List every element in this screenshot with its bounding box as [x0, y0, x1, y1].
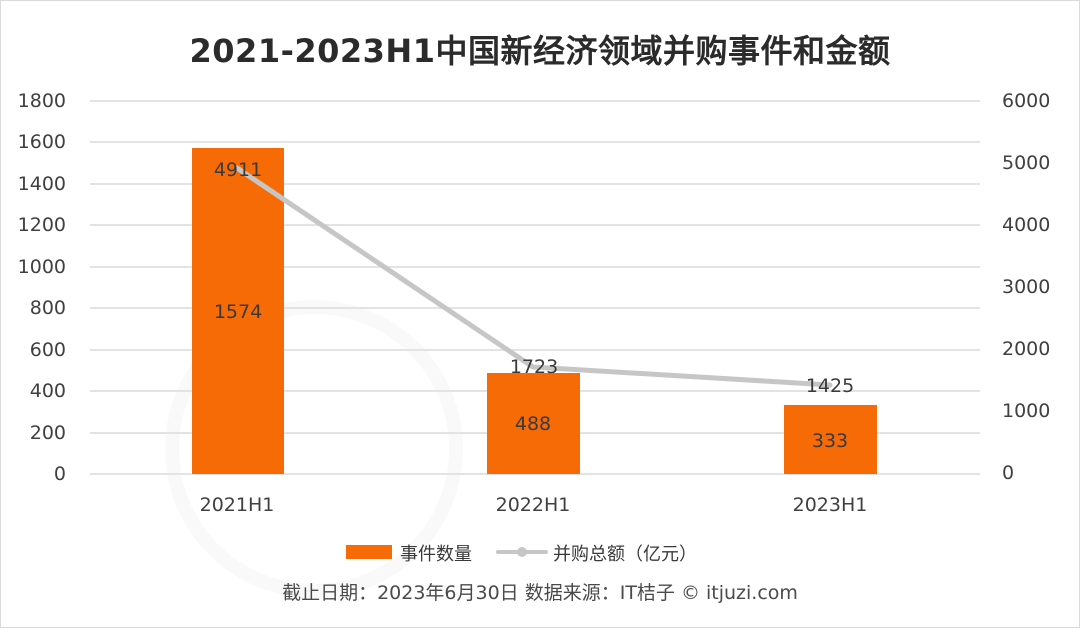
bar-value-label: 333 [811, 430, 849, 452]
left-axis-tick: 1000 [17, 256, 66, 278]
bar-2021h1 [192, 148, 284, 474]
gridline [90, 141, 980, 143]
chart-legend: 事件数量 并购总额（亿元） [0, 540, 1080, 565]
legend-line-label: 并购总额（亿元） [553, 544, 697, 565]
left-axis-tick: 1600 [17, 131, 66, 153]
x-axis-category: 2021H1 [199, 494, 275, 516]
left-axis-tick: 0 [53, 463, 66, 485]
right-axis-tick: 2000 [1002, 338, 1051, 360]
gridline [90, 183, 980, 185]
line-value-label: 1723 [509, 356, 559, 378]
legend-bar-swatch-icon [346, 545, 392, 559]
right-axis-tick: 0 [1002, 462, 1015, 484]
gridline [90, 349, 980, 351]
bar-2023h1 [784, 405, 877, 474]
chart-title: 2021-2023H1中国新经济领域并购事件和金额 [189, 32, 891, 70]
right-axis-tick: 1000 [1002, 400, 1051, 422]
bar-value-label: 1574 [213, 301, 263, 323]
gridline [90, 100, 980, 102]
source-footnote: 截止日期：2023年6月30日 数据来源：IT桔子 © itjuzi.com [282, 582, 798, 604]
right-axis-tick: 6000 [1002, 90, 1051, 112]
left-axis-tick: 1800 [17, 90, 66, 112]
left-axis-tick: 1400 [17, 173, 66, 195]
left-axis-tick: 200 [29, 422, 66, 444]
right-axis-tick: 3000 [1002, 276, 1051, 298]
legend-line-marker-icon [517, 547, 527, 557]
x-axis-category: 2023H1 [792, 494, 868, 516]
right-axis-tick: 5000 [1002, 152, 1051, 174]
left-axis-tick: 800 [29, 297, 66, 319]
left-axis-tick: 400 [29, 380, 66, 402]
bar-2022h1 [487, 373, 580, 474]
gridline [90, 307, 980, 309]
gridline [90, 473, 980, 475]
line-value-label: 1425 [805, 375, 855, 397]
line-value-label: 4911 [213, 159, 263, 181]
x-axis-category: 2022H1 [495, 494, 571, 516]
left-axis-tick: 1200 [17, 214, 66, 236]
gridline [90, 266, 980, 268]
legend-bar-label: 事件数量 [400, 544, 472, 565]
right-axis-tick: 4000 [1002, 214, 1051, 236]
bar-value-label: 488 [514, 413, 552, 435]
left-axis-tick: 600 [29, 339, 66, 361]
gridline [90, 224, 980, 226]
